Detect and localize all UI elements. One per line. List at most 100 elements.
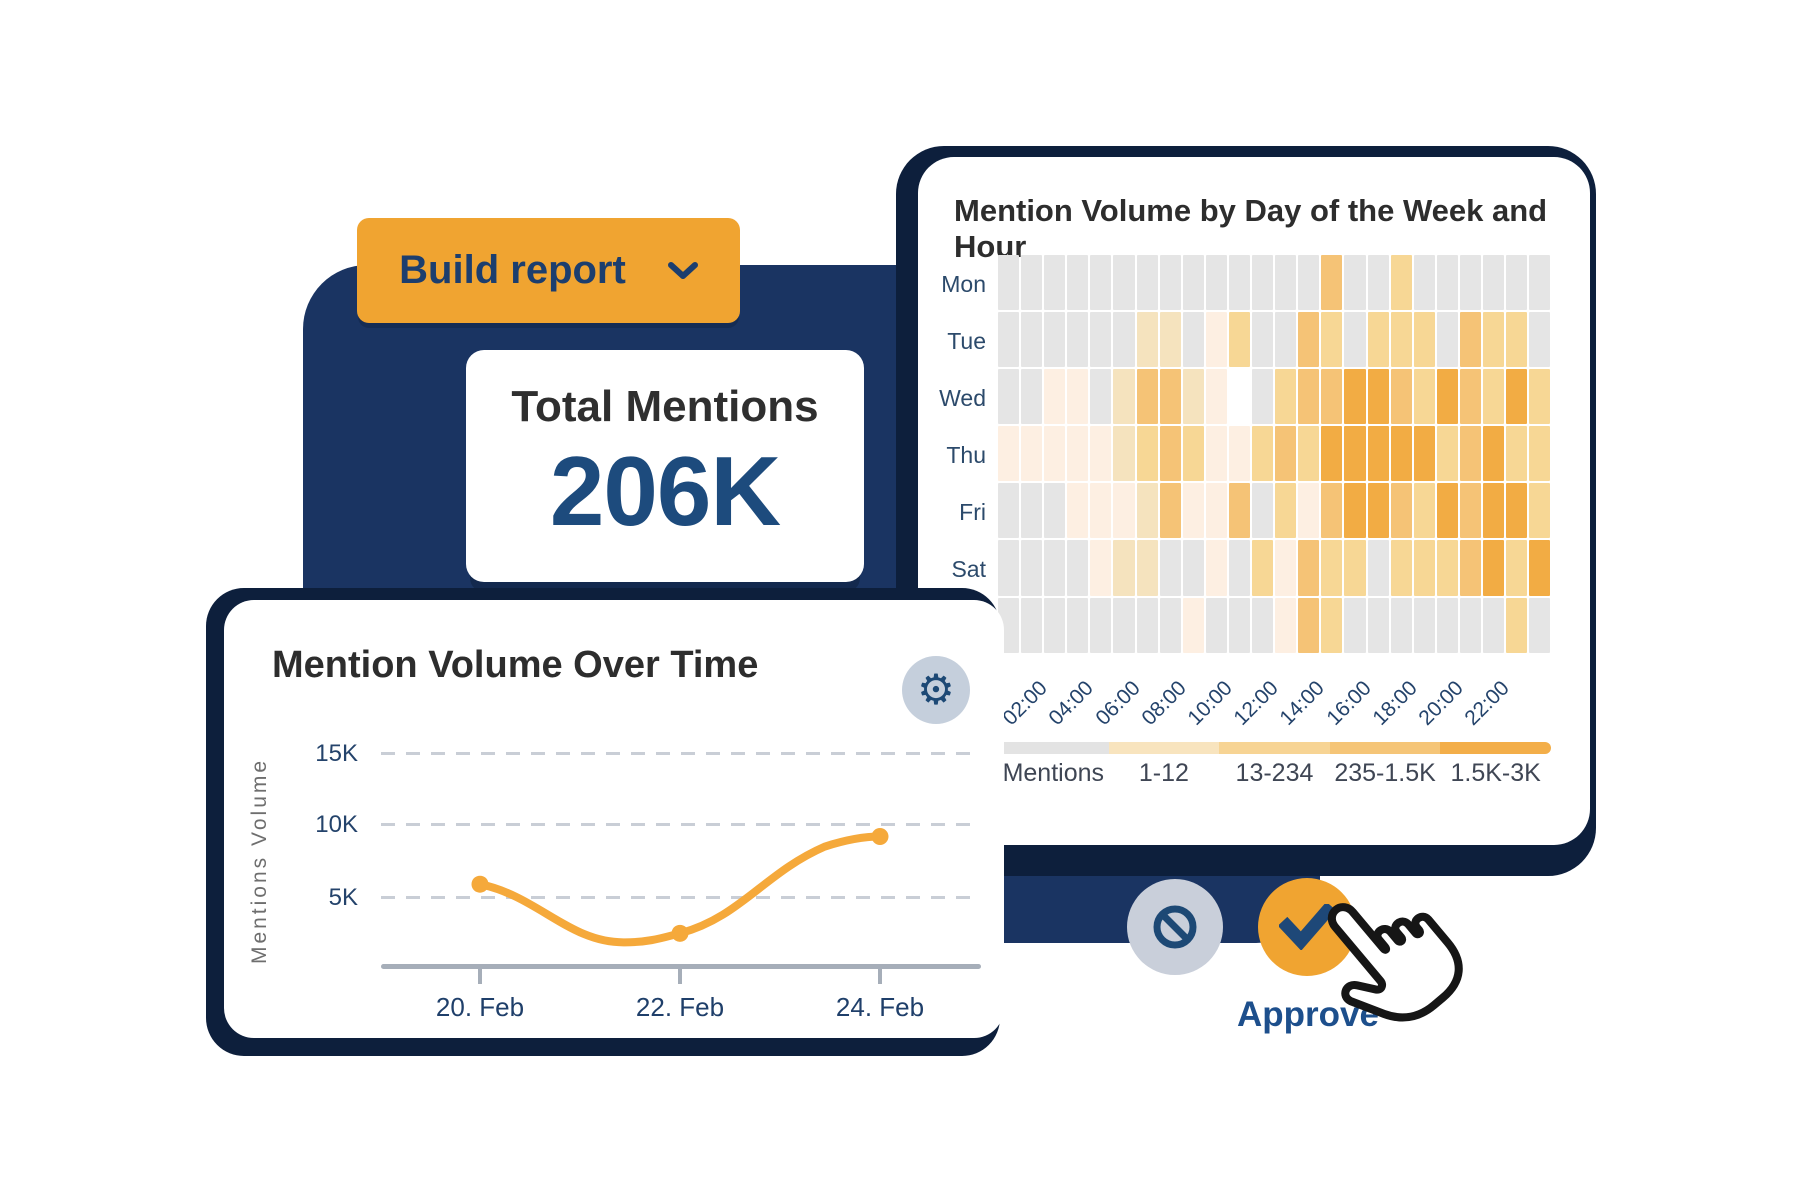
heatmap-cell (1252, 426, 1274, 482)
heatmap-cell (1506, 255, 1528, 311)
build-report-button[interactable]: Build report (357, 218, 740, 323)
heatmap-cell (1021, 483, 1043, 539)
heatmap-cell (1482, 483, 1505, 539)
heatmap-cell (1436, 426, 1458, 482)
total-mentions-title: Total Mentions (511, 382, 819, 431)
day-label: Sat (951, 556, 986, 582)
heatmap-cell (1228, 369, 1251, 425)
heatmap-cell (998, 369, 1020, 425)
heatmap-cell (1021, 426, 1043, 482)
block-icon (1153, 905, 1197, 949)
heatmap-legend-labels: Mentions 1-12 13-234 235-1.5K 1.5K-3K (998, 759, 1551, 788)
heatmap-cell (1321, 255, 1343, 311)
heatmap-cell (1344, 426, 1366, 482)
gridline (381, 752, 981, 755)
heatmap-cell (1136, 597, 1158, 653)
heatmap-cell (1205, 597, 1227, 653)
heatmap-cell (1113, 369, 1135, 425)
heatmap-cell (1113, 597, 1135, 653)
heatmap-cell (1344, 597, 1366, 653)
heatmap-cell (1021, 540, 1043, 596)
heatmap-cell (1136, 369, 1158, 425)
heatmap-cell (1367, 369, 1389, 425)
heatmap-cell (1459, 597, 1481, 653)
heatmap-cell (1159, 597, 1181, 653)
heatmap-cell (1529, 540, 1551, 596)
heatmap-cell (1159, 312, 1181, 368)
heatmap-cell (1529, 597, 1551, 653)
heatmap-cell (1436, 255, 1458, 311)
heatmap-cell (998, 483, 1020, 539)
heatmap-cell (1506, 540, 1528, 596)
heatmap-cell (1506, 597, 1528, 653)
heatmap-cell (1252, 312, 1274, 368)
heatmap-cell (1390, 312, 1412, 368)
heatmap-cell (1275, 597, 1297, 653)
y-tick-label: 5K (328, 884, 358, 911)
heatmap-cell (1252, 369, 1274, 425)
settings-button[interactable]: ⚙ (902, 656, 970, 724)
heatmap-cell (1205, 369, 1227, 425)
heatmap-cell (1113, 255, 1135, 311)
heatmap-cell (1044, 255, 1066, 311)
heatmap-cell (1252, 597, 1274, 653)
heatmap-cell (1252, 255, 1274, 311)
heatmap-cell (1529, 483, 1551, 539)
heatmap-cell (1205, 255, 1227, 311)
heatmap-cell (1436, 483, 1458, 539)
heatmap-cell (1205, 483, 1227, 539)
y-tick-label: 15K (315, 740, 358, 767)
heatmap-cell (1413, 483, 1435, 539)
x-tick-label: 24. Feb (835, 992, 925, 1022)
heatmap-cell (1067, 312, 1089, 368)
heatmap-cell (1344, 255, 1366, 311)
heatmap-cell (1367, 426, 1389, 482)
heatmap-cell (1159, 255, 1181, 311)
x-axis-tick (478, 969, 482, 984)
heatmap-cell (1275, 426, 1297, 482)
heatmap-cell (1298, 426, 1320, 482)
check-icon (1279, 904, 1335, 950)
heatmap-cell (1021, 255, 1043, 311)
heatmap-cell (1228, 426, 1251, 482)
heatmap-cell (1090, 483, 1112, 539)
y-tick-label: 10K (315, 811, 358, 838)
heatmap-cell (1090, 540, 1112, 596)
x-axis-tick (878, 969, 882, 984)
chevron-down-icon (667, 261, 698, 279)
heatmap-cell (1044, 540, 1066, 596)
heatmap-cell (1182, 597, 1204, 653)
heatmap-cell (1459, 312, 1481, 368)
heatmap-cell (1344, 369, 1366, 425)
heatmap-cell (1136, 483, 1158, 539)
day-label: Thu (946, 441, 986, 468)
heatmap-cell (1436, 540, 1458, 596)
heatmap-cell (1413, 540, 1435, 596)
heatmap-cell (1228, 312, 1251, 368)
heatmap-cell (1298, 483, 1320, 539)
legend-label: 1-12 (1138, 759, 1189, 787)
data-point (871, 828, 889, 846)
block-button[interactable] (1127, 879, 1223, 975)
heatmap-card: Mention Volume by Day of the Week and Ho… (918, 157, 1590, 845)
heatmap-cell (1113, 483, 1135, 539)
heatmap-cell (1182, 255, 1204, 311)
heatmap-cell (1090, 312, 1112, 368)
heatmap-cell (1482, 597, 1505, 653)
heatmap-cell (1182, 426, 1204, 482)
legend-label: 13-234 (1235, 759, 1314, 787)
heatmap-cell (1182, 312, 1204, 368)
heatmap-cell (1529, 369, 1551, 425)
heatmap-cell (1529, 255, 1551, 311)
legend-label: 1.5K-3K (1450, 759, 1541, 787)
heatmap-cell (1044, 483, 1066, 539)
day-label: Mon (941, 270, 986, 297)
heatmap-cell (1205, 540, 1227, 596)
heatmap-cell (1321, 312, 1343, 368)
cursor-hand-icon (1327, 903, 1463, 1022)
x-axis-line (381, 964, 981, 969)
heatmap-grid (998, 255, 1551, 653)
heatmap-cell (1390, 255, 1412, 311)
heatmap-cell (1321, 483, 1343, 539)
x-tick-label: 22. Feb (635, 992, 725, 1022)
